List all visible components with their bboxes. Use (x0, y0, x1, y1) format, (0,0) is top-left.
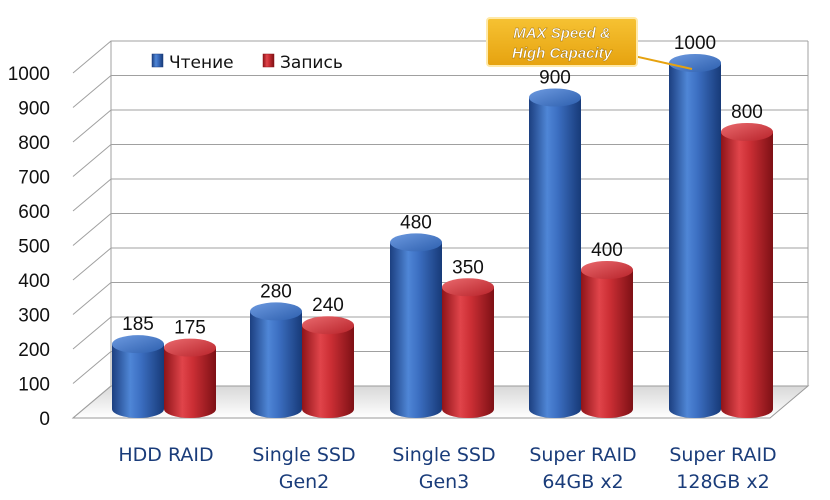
bar-top (250, 302, 302, 321)
callout: MAX Speed & High Capacity (486, 17, 693, 70)
data-label: 400 (591, 240, 623, 261)
y-tick-label: 300 (18, 306, 50, 327)
bar-body (669, 63, 721, 418)
bar-body (112, 344, 164, 418)
bar-read (390, 233, 442, 418)
bar-read (250, 302, 302, 418)
y-tick-label: 500 (18, 237, 50, 258)
data-label: 1000 (674, 33, 716, 54)
category-label: 128GB x2 (676, 471, 769, 493)
y-tick-label: 1000 (8, 64, 50, 85)
bar-body (250, 311, 302, 418)
y-tick-label: 700 (18, 168, 50, 189)
bar-body (721, 132, 773, 418)
bar-write (164, 338, 216, 418)
bar-read (529, 88, 581, 418)
data-label: 185 (122, 314, 154, 335)
callout-box (486, 17, 638, 67)
y-axis: 0 100 200 300 400 500 600 700 800 900 1000 (8, 64, 50, 430)
data-label: 350 (452, 257, 484, 278)
legend-label-read: Чтение (169, 53, 234, 73)
data-labels: 185 175 280 240 480 350 900 400 1000 800 (122, 33, 763, 339)
bar-top (112, 335, 164, 354)
bar-top (390, 233, 442, 252)
category-label: Single SSD (252, 444, 355, 466)
bar-body (390, 242, 442, 418)
category-label: Super RAID (529, 444, 636, 466)
y-tick-label: 200 (18, 340, 50, 361)
bar-top (442, 278, 494, 297)
data-label: 280 (260, 281, 292, 302)
bar-body (581, 270, 633, 418)
callout-line-2: High Capacity (512, 45, 613, 62)
data-label: 800 (731, 102, 763, 123)
legend-swatch-read (151, 53, 164, 68)
bar-read (669, 54, 721, 418)
category-label: HDD RAID (118, 444, 213, 466)
bar-top (302, 316, 354, 335)
bar-write (581, 261, 633, 418)
category-label: 64GB x2 (542, 471, 623, 493)
bar-body (529, 97, 581, 418)
callout-line-1: MAX Speed & (513, 25, 611, 42)
bar-top (721, 123, 773, 141)
bar-read (112, 335, 164, 418)
y-tick-label: 800 (18, 133, 50, 154)
bars (112, 54, 773, 418)
category-label: Gen3 (419, 471, 470, 493)
bar-body (302, 325, 354, 418)
bar-write (442, 278, 494, 418)
legend-label-write: Запись (280, 53, 343, 73)
bar-body (164, 347, 216, 418)
y-tick-label: 400 (18, 271, 50, 292)
y-tick-label: 0 (39, 409, 50, 430)
y-tick-label: 600 (18, 202, 50, 223)
y-tick-label: 100 (18, 375, 50, 396)
category-label: Single SSD (392, 444, 495, 466)
data-label: 480 (400, 212, 432, 233)
bar-top (669, 54, 721, 72)
legend-swatch-write (262, 53, 275, 68)
y-tick-label: 900 (18, 99, 50, 120)
data-label: 240 (312, 295, 344, 316)
callout-pointer (633, 55, 693, 70)
data-label: 175 (174, 318, 206, 339)
category-label: Super RAID (669, 444, 776, 466)
bar-write (302, 316, 354, 418)
axis-edge (72, 385, 112, 419)
bar-top (164, 338, 216, 357)
bar-top (581, 261, 633, 279)
bar-top (529, 88, 581, 107)
bar-write (721, 123, 773, 418)
category-label: Gen2 (279, 471, 330, 493)
x-axis: HDD RAID Single SSD Gen2 Single SSD Gen3 Supe… (118, 444, 776, 493)
data-label: 900 (539, 68, 571, 89)
bar-body (442, 287, 494, 418)
legend: Чтение Запись (151, 53, 343, 73)
